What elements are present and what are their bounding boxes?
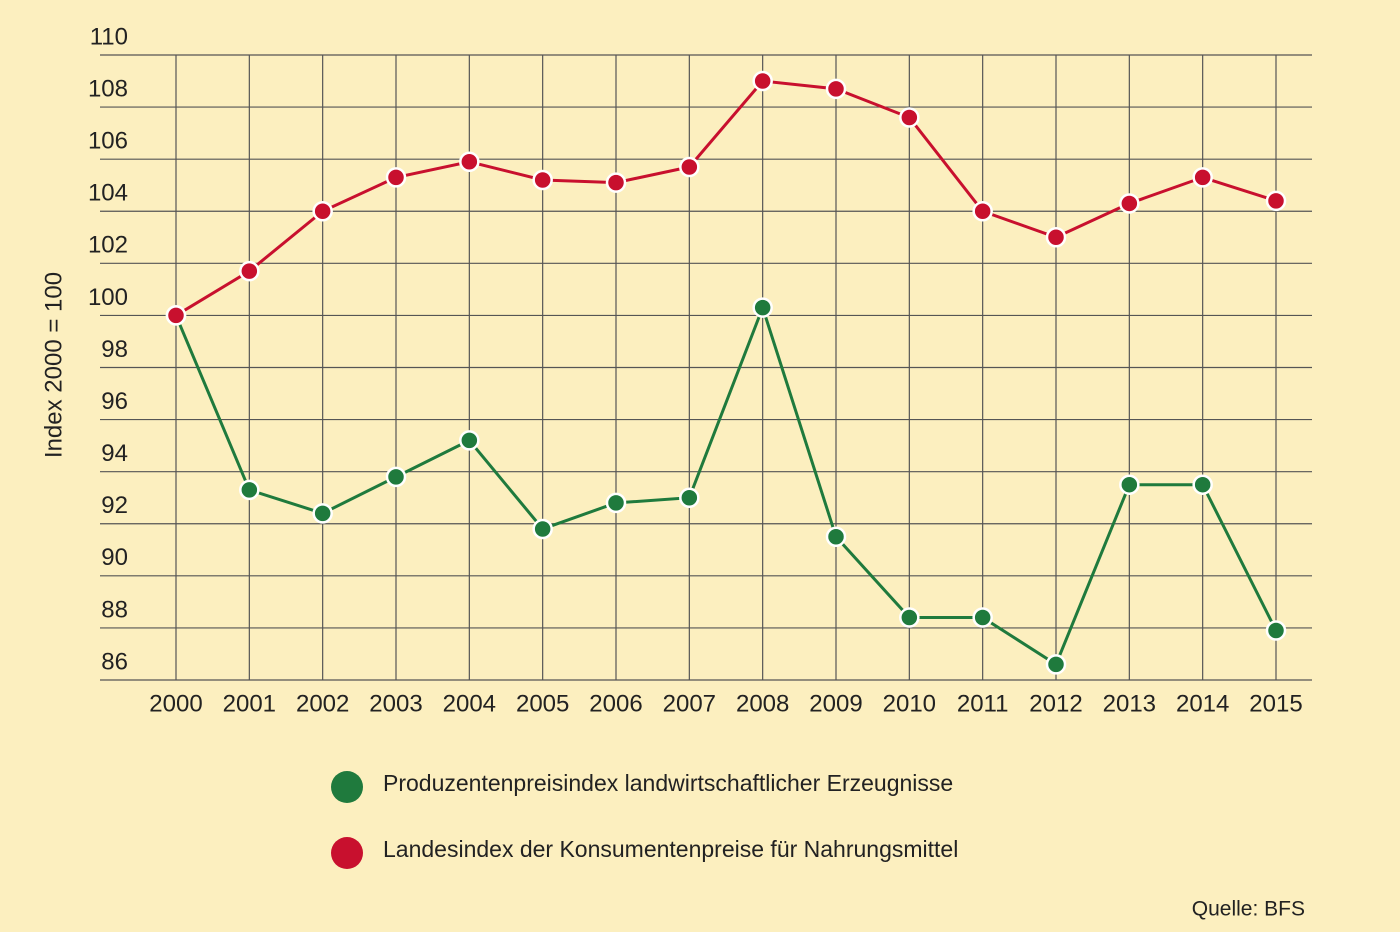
x-tick-label: 2009 (809, 690, 862, 717)
point (972, 201, 993, 222)
point (1119, 193, 1140, 214)
x-tick-label: 2007 (663, 690, 716, 717)
point (239, 260, 260, 282)
point (532, 169, 553, 191)
point (605, 172, 627, 193)
legend-label: Produzentenpreisindex landwirtschaftlich… (383, 770, 953, 796)
point (1045, 227, 1067, 248)
point (825, 78, 847, 100)
x-tick-label: 2006 (589, 690, 642, 717)
x-tick-label: 2014 (1176, 690, 1229, 717)
point (899, 607, 920, 628)
x-tick-label: 2003 (369, 690, 422, 717)
y-tick-label: 90 (101, 544, 128, 571)
point (1045, 654, 1067, 675)
point (752, 297, 773, 318)
legend-label: Landesindex der Konsumentenpreise für Na… (383, 836, 958, 862)
x-tick-label: 2013 (1103, 690, 1156, 717)
y-tick-label: 110 (90, 23, 128, 50)
source: Quelle: BFS (1192, 898, 1305, 921)
point (1192, 167, 1213, 188)
legend-marker (331, 771, 363, 803)
y-tick-label: 106 (88, 128, 128, 155)
y-tick-label: 96 (101, 388, 128, 415)
point (385, 466, 407, 488)
x-tick-label: 2004 (443, 690, 496, 717)
point (239, 479, 260, 501)
y-tick-label: 88 (101, 596, 128, 623)
point (312, 201, 333, 222)
series-line (174, 303, 1278, 667)
point (459, 430, 480, 451)
point (679, 156, 700, 178)
y-tick-label: 94 (101, 440, 128, 467)
point (752, 70, 773, 92)
legend-marker (331, 837, 363, 869)
x-tick-label: 2015 (1249, 690, 1302, 717)
y-tick-label: 102 (88, 232, 128, 259)
point (1265, 620, 1287, 641)
y-tick-label: 86 (101, 648, 128, 675)
y-tick-label: 100 (88, 284, 128, 311)
point (532, 518, 553, 540)
x-tick-label: 2011 (957, 690, 1009, 717)
point (972, 607, 993, 628)
x-tick-label: 2001 (223, 690, 276, 717)
y-tick-label: 98 (101, 336, 128, 363)
y-tick-label: 92 (101, 492, 128, 519)
x-tick-label: 2005 (516, 690, 569, 717)
point (1265, 190, 1287, 212)
point (312, 503, 333, 524)
y-axis-label: Index 2000 = 100 (40, 272, 67, 458)
y-tick-label: 104 (88, 180, 128, 207)
x-tick-label: 2000 (149, 690, 202, 717)
point (679, 487, 700, 508)
point (1119, 474, 1140, 495)
point (899, 107, 920, 128)
x-tick-label: 2008 (736, 690, 789, 717)
point (605, 492, 627, 514)
y-tick-label: 108 (88, 75, 128, 102)
x-tick-label: 2010 (883, 690, 936, 717)
point (385, 167, 407, 188)
point (165, 305, 187, 326)
x-tick-label: 2012 (1029, 690, 1082, 717)
point (459, 151, 480, 173)
x-tick-label: 2002 (296, 690, 349, 717)
point (1192, 474, 1213, 495)
point (825, 526, 847, 548)
series-line (175, 79, 1277, 317)
